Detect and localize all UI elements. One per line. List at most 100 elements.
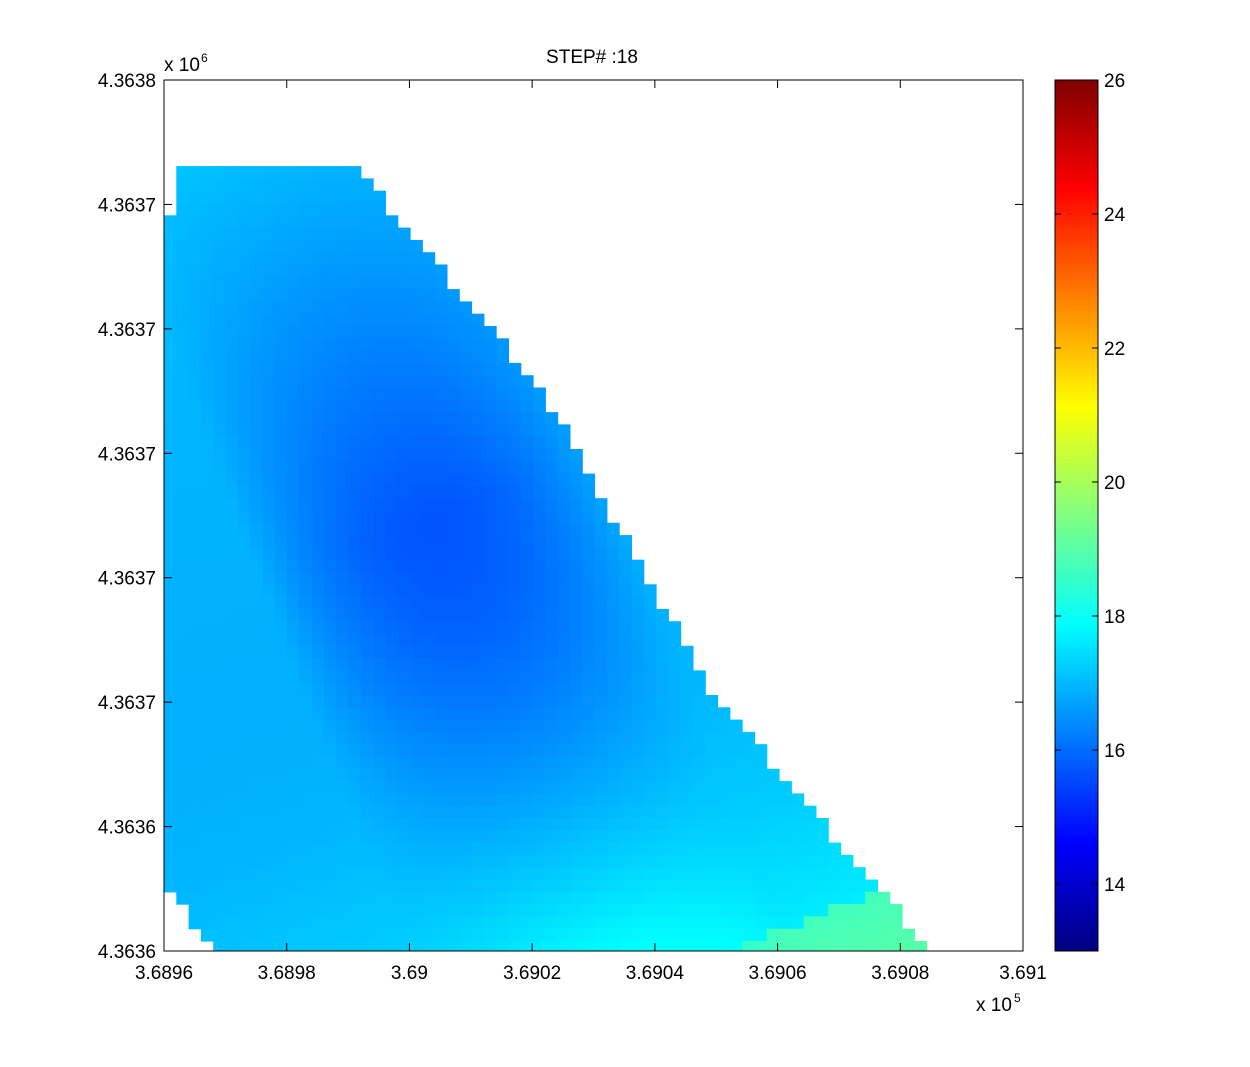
heatmap-cell	[828, 891, 842, 905]
heatmap-cell	[200, 387, 214, 401]
heatmap-cell	[422, 362, 436, 376]
heatmap-cell	[250, 805, 263, 819]
heatmap-cell	[397, 596, 411, 610]
heatmap-cell	[520, 768, 534, 782]
heatmap-cell	[336, 535, 350, 548]
heatmap-cell	[262, 313, 276, 327]
heatmap-cell	[360, 399, 374, 413]
heatmap-cell	[779, 805, 792, 819]
heatmap-cell	[668, 731, 682, 745]
heatmap-cell	[643, 670, 657, 684]
heatmap-cell	[496, 485, 509, 499]
heatmap-cell	[213, 867, 227, 881]
heatmap-cell	[508, 387, 522, 401]
heatmap-cell	[200, 412, 214, 425]
heatmap-cell	[373, 756, 386, 770]
heatmap-cell	[410, 301, 423, 315]
heatmap-cell	[360, 645, 374, 659]
heatmap-cell	[410, 596, 423, 610]
heatmap-cell	[877, 928, 891, 942]
heatmap-cell	[336, 350, 350, 364]
heatmap-cell	[360, 412, 374, 425]
heatmap-cell	[225, 768, 239, 782]
heatmap-cell	[373, 695, 386, 708]
colorbar-tick-label: 18	[1104, 607, 1125, 628]
heatmap-cell	[225, 227, 239, 241]
heatmap-cell	[262, 399, 276, 413]
heatmap-cell	[188, 399, 202, 413]
heatmap-cell	[545, 781, 559, 794]
heatmap-cell	[225, 424, 239, 438]
heatmap-cell	[373, 731, 386, 745]
heatmap-cell	[200, 264, 214, 278]
heatmap-cell	[410, 559, 423, 573]
heatmap-cell	[619, 842, 632, 856]
heatmap-cell	[336, 510, 350, 524]
heatmap-cell	[459, 301, 473, 315]
heatmap-cell	[742, 904, 755, 917]
heatmap-cell	[852, 928, 866, 942]
heatmap-cell	[545, 793, 559, 807]
heatmap-cell	[397, 276, 411, 290]
heatmap-cell	[348, 756, 362, 770]
heatmap-cell	[496, 645, 509, 659]
heatmap-cell	[188, 904, 202, 917]
heatmap-cell	[594, 645, 608, 659]
y-multiplier-exponent: 6	[201, 51, 208, 65]
heatmap-cell	[828, 916, 842, 930]
heatmap-cell	[299, 522, 313, 536]
heatmap-cell	[619, 867, 632, 881]
heatmap-cell	[520, 375, 534, 389]
heatmap-cell	[483, 854, 497, 868]
heatmap-cell	[446, 473, 460, 487]
heatmap-cell	[410, 252, 423, 266]
heatmap-cell	[680, 830, 694, 844]
heatmap-cell	[422, 485, 436, 499]
heatmap-cell	[815, 867, 829, 881]
heatmap-cell	[385, 215, 399, 229]
heatmap-cell	[373, 596, 386, 610]
heatmap-cell	[397, 633, 411, 647]
heatmap-cell	[200, 928, 214, 942]
heatmap-cell	[705, 854, 719, 868]
heatmap-cell	[582, 941, 596, 951]
heatmap-cell	[311, 535, 325, 548]
heatmap-cell	[520, 707, 534, 721]
heatmap-cell	[176, 621, 190, 635]
heatmap-cell	[656, 645, 669, 659]
heatmap-cell	[545, 449, 559, 462]
heatmap-cell	[545, 719, 559, 733]
heatmap-cell	[188, 781, 202, 794]
heatmap-cell	[348, 682, 362, 696]
heatmap-cell	[348, 166, 362, 179]
heatmap-cell	[803, 891, 817, 905]
heatmap-cell	[213, 645, 227, 659]
heatmap-cell	[299, 682, 313, 696]
heatmap-cell	[336, 916, 350, 930]
heatmap-cell	[557, 793, 571, 807]
heatmap-cell	[360, 485, 374, 499]
heatmap-cell	[164, 535, 177, 548]
heatmap-cell	[692, 682, 706, 696]
heatmap-cell	[631, 854, 645, 868]
heatmap-cell	[262, 941, 276, 951]
heatmap-cell	[287, 854, 300, 868]
heatmap-cell	[336, 621, 350, 635]
heatmap-cell	[496, 830, 509, 844]
heatmap-cell	[656, 842, 669, 856]
heatmap-cell	[545, 621, 559, 635]
heatmap-cell	[483, 805, 497, 819]
heatmap-cell	[705, 928, 719, 942]
heatmap-cell	[323, 818, 337, 831]
heatmap-cell	[250, 707, 263, 721]
heatmap-cell	[397, 449, 411, 462]
heatmap-cell	[545, 498, 559, 512]
heatmap-cell	[336, 326, 350, 339]
heatmap-cell	[262, 166, 276, 179]
heatmap-cell	[656, 854, 669, 868]
heatmap-cell	[250, 891, 263, 905]
heatmap-cell	[336, 424, 350, 438]
heatmap-cell	[360, 584, 374, 598]
heatmap-cell	[914, 941, 928, 951]
heatmap-cell	[594, 830, 608, 844]
